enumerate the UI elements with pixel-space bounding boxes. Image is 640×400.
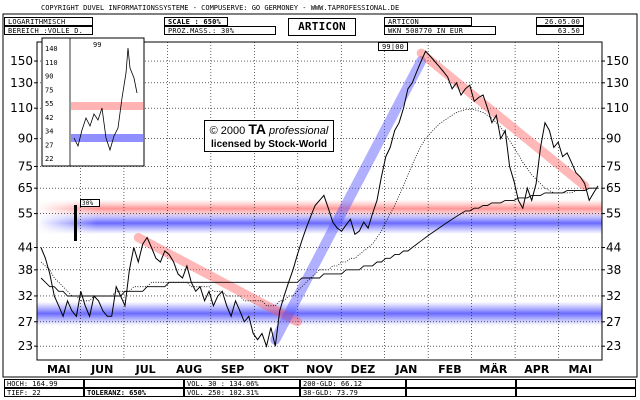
- watermark-year: © 2000: [209, 125, 246, 137]
- watermark-license: licensed by Stock-World: [211, 139, 327, 150]
- watermark-brand: TA: [248, 121, 266, 137]
- range-label: BEREICH :VOLLE D.: [4, 26, 93, 35]
- inset-tick-label: 55: [45, 100, 53, 108]
- wkn-label: WKN 508770 IN EUR: [384, 26, 496, 35]
- x-tick-label: MAI: [47, 363, 71, 376]
- x-tick-label: JAN: [395, 363, 418, 376]
- footer-empty-3: [406, 388, 516, 397]
- inset-price-line: [73, 47, 138, 152]
- y-tick-label-left: 38: [18, 263, 33, 277]
- inset-tick-label: 42: [45, 114, 53, 122]
- footer-vol250: VOL. 250: 102.31%: [184, 388, 300, 397]
- footer-empty-2: [406, 379, 516, 388]
- footer-tief: TIEF: 22: [4, 388, 84, 397]
- pct-marker-label: 30%: [80, 199, 100, 207]
- y-tick-label-right: 150: [606, 54, 629, 68]
- footer-empty-5: [516, 388, 636, 397]
- x-tick-label: JUL: [135, 363, 156, 376]
- x-tick-label: SEP: [221, 363, 245, 376]
- footer-empty-4: [516, 379, 636, 388]
- support-band-upper: [37, 212, 602, 235]
- y-tick-label-right: 27: [606, 315, 621, 329]
- y-tick-label-left: 150: [10, 54, 33, 68]
- proz-mass-label: PROZ.MASS.: 30%: [164, 26, 276, 35]
- footer-gld38: 38-GLD: 73.79: [300, 388, 406, 397]
- x-tick-label: APR: [524, 363, 550, 376]
- y-tick-label-left: 44: [18, 241, 33, 255]
- x-tick-label: MÄR: [479, 362, 507, 376]
- inset-tick-label: 34: [45, 128, 53, 136]
- x-tick-label: OKT: [263, 363, 289, 376]
- scale-label: SCALE : 650%: [164, 17, 228, 26]
- y-tick-label-left: 32: [18, 289, 33, 303]
- inset-year-label: 99: [93, 41, 101, 49]
- support-trendline: [270, 56, 427, 345]
- y-tick-label-right: 75: [606, 159, 621, 173]
- y-tick-label-left: 23: [18, 339, 33, 353]
- footer-vol30: VOL. 30 : 134.06%: [184, 379, 300, 388]
- footer-empty-1: [84, 379, 184, 388]
- y-tick-label-left: 27: [18, 315, 33, 329]
- x-tick-label: NOV: [306, 363, 333, 376]
- pct-marker-bar: [74, 205, 77, 241]
- inset-tick-label: 110: [45, 59, 58, 67]
- scale-type-label: LOGARITHMISCH: [4, 17, 93, 26]
- y-tick-label-right: 110: [606, 101, 629, 115]
- y-tick-label-right: 38: [606, 263, 621, 277]
- y-tick-label-left: 110: [10, 101, 33, 115]
- inset-tick-label: 90: [45, 73, 53, 81]
- moving-average-200: [40, 187, 598, 297]
- y-tick-label-right: 32: [606, 289, 621, 303]
- inset-tick-label: 75: [45, 86, 53, 94]
- footer-hoch: HOCH: 164.99: [4, 379, 84, 388]
- inset-support-band: [71, 134, 143, 142]
- x-tick-label: FEB: [438, 363, 461, 376]
- y-tick-label-left: 65: [18, 181, 33, 195]
- x-tick-label: MAI: [568, 363, 592, 376]
- outer-frame: [2, 13, 638, 378]
- plot-frame: [36, 41, 603, 361]
- year-separator-label: 99|00: [378, 42, 408, 51]
- inset-resistance-band: [71, 102, 143, 110]
- chart-title: ARTICON: [288, 18, 356, 36]
- stock-name-label: ARTICON: [384, 17, 472, 26]
- x-tick-label: AUG: [176, 363, 202, 376]
- footer-gld200: 200-GLD: 66.12: [300, 379, 406, 388]
- y-tick-label-right: 23: [606, 339, 621, 353]
- y-tick-label-left: 90: [18, 132, 33, 146]
- inset-tick-label: 140: [45, 45, 58, 53]
- x-tick-label: DEZ: [351, 363, 376, 376]
- resistance-trendline-2: [416, 48, 590, 191]
- y-tick-label-left: 130: [10, 76, 33, 90]
- watermark: © 2000 TA professional licensed by Stock…: [204, 120, 334, 152]
- price-line: [40, 50, 599, 348]
- y-tick-label-right: 90: [606, 132, 621, 146]
- y-tick-label-right: 130: [606, 76, 629, 90]
- y-tick-label-left: 75: [18, 159, 33, 173]
- last-price-label: 63.50: [536, 26, 584, 35]
- inset-tick-label: 22: [45, 155, 53, 163]
- y-tick-label-right: 65: [606, 181, 621, 195]
- inset-tick-label: 27: [45, 141, 53, 149]
- x-tick-label: JUN: [90, 363, 113, 376]
- copyright-text: COPYRIGHT DUVEL INFORMATIONSSYSTEME - CO…: [41, 4, 400, 12]
- y-tick-label-left: 55: [18, 207, 33, 221]
- y-tick-label-right: 44: [606, 241, 621, 255]
- y-tick-label-right: 55: [606, 207, 621, 221]
- watermark-brand-suffix: professional: [269, 125, 329, 137]
- footer-toleranz: TOLERANZ: 650%: [84, 388, 184, 397]
- date-label: 26.05.00: [536, 17, 584, 26]
